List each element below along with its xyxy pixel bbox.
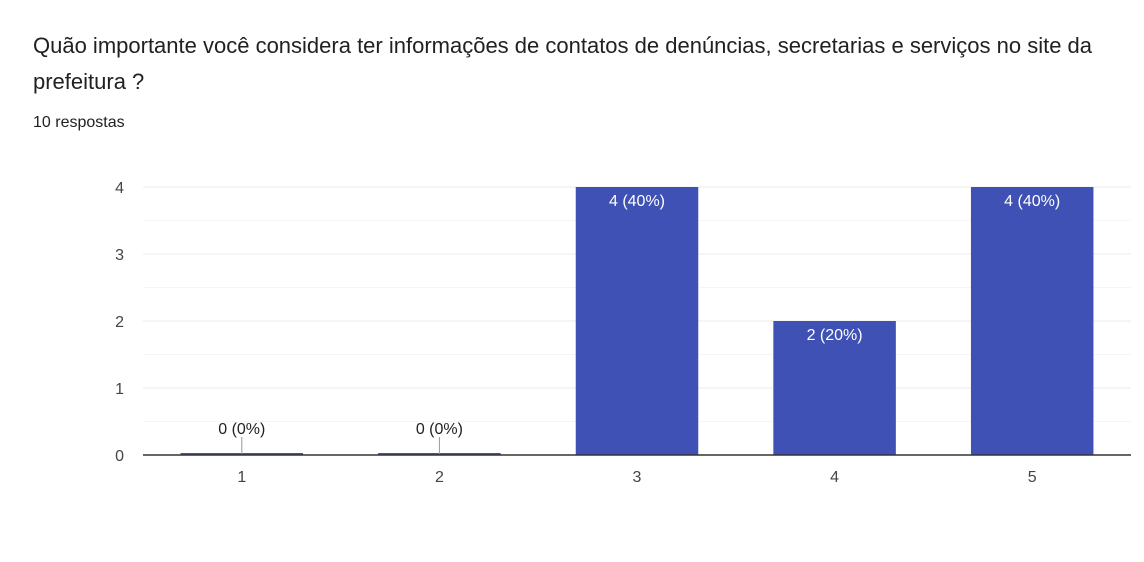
data-label: 4 (40%) (1004, 193, 1060, 210)
response-count: 10 respostas (33, 114, 125, 131)
data-label: 4 (40%) (609, 193, 665, 210)
bar-4 (773, 321, 896, 455)
y-tick-label: 2 (115, 314, 124, 331)
axes: 0 1 2 3 4 1 2 3 4 5 (115, 180, 1131, 486)
x-tick-label: 2 (435, 469, 444, 486)
bars (180, 187, 1094, 455)
data-label: 2 (20%) (807, 327, 863, 344)
x-tick-label: 5 (1028, 469, 1037, 486)
x-tick-label: 1 (237, 469, 246, 486)
data-label: 0 (0%) (218, 421, 265, 438)
data-label: 0 (0%) (416, 421, 463, 438)
data-labels: 0 (0%) 0 (0%) 4 (40%) 2 (20%) 4 (40%) (218, 193, 1060, 454)
y-tick-label: 1 (115, 381, 124, 398)
y-tick-label: 4 (115, 180, 124, 197)
y-tick-label: 3 (115, 247, 124, 264)
question-title: Quão importante você considera ter infor… (33, 33, 1093, 94)
bar-5 (970, 187, 1094, 455)
x-tick-label: 4 (830, 469, 839, 486)
y-tick-label: 0 (115, 448, 124, 465)
bar-3 (575, 187, 699, 455)
x-tick-label: 3 (633, 469, 642, 486)
